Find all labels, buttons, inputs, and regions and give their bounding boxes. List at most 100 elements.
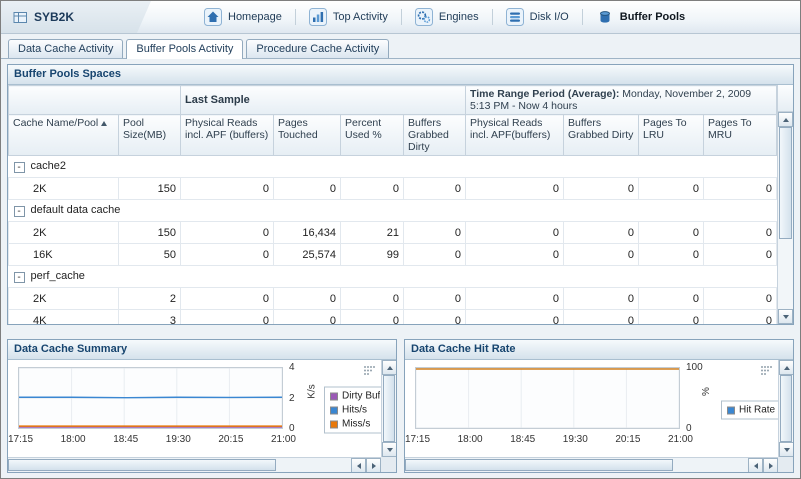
chart-horizontal-scrollbar[interactable] [8, 457, 381, 472]
x-axis-labels: 17:15 18:00 18:45 19:30 20:15 21:00 [8, 434, 296, 445]
column-header-percent-used[interactable]: Percent Used % [340, 114, 404, 156]
value-cell: 0 [702, 243, 778, 266]
collapse-icon[interactable]: - [13, 272, 25, 283]
nav-engines[interactable]: Engines [402, 8, 492, 26]
legend-item[interactable]: Dirty Buf [330, 391, 380, 402]
value-cell: 0 [638, 177, 704, 200]
column-header-physical-reads-range[interactable]: Physical Reads incl. APF(buffers) [465, 114, 564, 156]
nav-top-activity[interactable]: Top Activity [296, 8, 401, 26]
nav-separator [294, 9, 296, 25]
pool-row[interactable]: 4K 3 0 0 0 0 0 0 0 0 [8, 309, 778, 324]
value-cell: 2 [118, 287, 181, 310]
pool-row[interactable]: 2K 2 0 0 0 0 0 0 0 0 [8, 287, 778, 310]
chart-options-icon[interactable] [760, 365, 772, 379]
column-header-pages-to-mru[interactable]: Pages To MRU [702, 114, 778, 156]
legend-item[interactable]: Hits/s [330, 405, 380, 416]
bar-chart-icon [308, 8, 327, 26]
tab-data-cache-activity[interactable]: Data Cache Activity [8, 39, 124, 58]
scroll-up-button[interactable] [778, 112, 793, 127]
column-header-pages-to-lru[interactable]: Pages To LRU [638, 114, 704, 156]
collapse-icon[interactable]: - [13, 162, 25, 173]
column-header-pool-size[interactable]: Pool Size(MB) [118, 114, 181, 156]
scrollbar-thumb[interactable] [383, 375, 395, 442]
scroll-down-button[interactable] [778, 309, 793, 324]
cache-group-cell: - perf_cache [8, 265, 777, 288]
scrollbar-track[interactable] [779, 375, 793, 442]
tab-procedure-cache-activity[interactable]: Procedure Cache Activity [246, 39, 390, 58]
chart-horizontal-scrollbar[interactable] [405, 457, 778, 472]
column-header-cache-name-pool[interactable]: Cache Name/Pool [8, 114, 119, 156]
scrollbar-track[interactable] [778, 127, 793, 309]
scroll-right-button[interactable] [763, 458, 778, 472]
value-cell: 16,434 [273, 221, 341, 244]
scroll-down-button[interactable] [382, 442, 396, 457]
pool-row[interactable]: 2K 150 0 16,434 21 0 0 0 0 0 [8, 221, 778, 244]
left-arrow-icon [356, 462, 361, 469]
scroll-up-button[interactable] [382, 360, 396, 375]
value-cell: 0 [273, 309, 341, 324]
scroll-right-button[interactable] [366, 458, 381, 472]
server-badge: SYB2K [1, 10, 191, 25]
pool-row[interactable]: 2K 150 0 0 0 0 0 0 0 0 [8, 177, 778, 200]
value-cell: 0 [638, 287, 704, 310]
cache-name: cache2 [30, 160, 66, 172]
scroll-up-button[interactable] [779, 360, 793, 375]
scroll-left-button[interactable] [748, 458, 763, 472]
legend-label: Hit Rate [739, 404, 776, 416]
top-header: SYB2K Homepage Top Activity [1, 1, 800, 34]
y-tick-label: 0 [686, 423, 692, 434]
cache-group-row[interactable]: - cache2 [8, 155, 777, 178]
value-cell: 0 [465, 243, 564, 266]
scrollbar-track[interactable] [382, 375, 396, 442]
column-header-buffers-grabbed-dirty-range[interactable]: Buffers Grabbed Dirty [563, 114, 639, 156]
column-header-physical-reads-sample[interactable]: Physical Reads incl. APF (buffers) [180, 114, 274, 156]
value-cell: 0 [403, 287, 466, 310]
cache-group-row[interactable]: - default data cache [8, 199, 777, 222]
nav-label: Homepage [228, 11, 282, 23]
nav-label: Buffer Pools [619, 11, 686, 23]
legend-item[interactable]: Hit Rate [727, 405, 775, 416]
scrollbar-thumb[interactable] [780, 375, 792, 442]
y-tick-label: 2 [289, 392, 295, 404]
cache-group-row[interactable]: - perf_cache [8, 265, 777, 288]
nav-buffer-pools[interactable]: Buffer Pools [583, 8, 698, 26]
scrollbar-track[interactable] [405, 458, 748, 472]
chart-options-icon[interactable] [363, 365, 375, 379]
collapse-icon[interactable]: - [13, 206, 25, 217]
legend-label: Miss/s [342, 418, 371, 430]
chart-vertical-scrollbar[interactable] [381, 360, 396, 457]
value-cell: 0 [403, 309, 466, 324]
value-cell: 0 [180, 287, 274, 310]
scrollbar-track[interactable] [8, 458, 351, 472]
table-region: Last Sample Time Range Period (Average):… [8, 85, 793, 324]
time-range-value: Monday, November 2, 2009 5:13 PM - Now 4… [470, 88, 752, 112]
nav-homepage[interactable]: Homepage [191, 8, 295, 26]
x-tick-label: 20:15 [218, 434, 244, 445]
value-cell: 0 [702, 287, 778, 310]
value-cell: 99 [340, 243, 404, 266]
scrollbar-corner [381, 457, 396, 472]
pool-row[interactable]: 16K 50 0 25,574 99 0 0 0 0 0 [8, 243, 778, 266]
scrollbar-thumb[interactable] [405, 459, 673, 471]
legend-swatch [727, 406, 735, 415]
column-header-pages-touched[interactable]: Pages Touched [273, 114, 341, 156]
table-vertical-scrollbar[interactable] [777, 85, 793, 324]
nav-disk-io[interactable]: Disk I/O [493, 8, 582, 26]
last-sample-header: Last Sample [180, 85, 466, 115]
nav-label: Engines [438, 11, 479, 23]
panel-title: Buffer Pools Spaces [8, 65, 793, 85]
legend-item[interactable]: Miss/s [330, 419, 380, 430]
server-name: SYB2K [34, 10, 75, 24]
column-header-buffers-grabbed-dirty-sample[interactable]: Buffers Grabbed Dirty [403, 114, 466, 156]
down-arrow-icon [783, 447, 790, 452]
scrollbar-thumb[interactable] [8, 459, 276, 471]
legend: Dirty Buf Hits/s Miss/s [324, 386, 386, 434]
scroll-down-button[interactable] [779, 442, 793, 457]
value-cell: 0 [273, 177, 341, 200]
tab-buffer-pools-activity[interactable]: Buffer Pools Activity [126, 39, 244, 59]
buffer-pools-table-body: - cache2 2K 150 0 0 0 0 0 0 0 0- default data cache 2… [8, 155, 778, 324]
chart-vertical-scrollbar[interactable] [778, 360, 793, 457]
value-cell: 25,574 [273, 243, 341, 266]
scroll-left-button[interactable] [351, 458, 366, 472]
scrollbar-thumb[interactable] [779, 127, 792, 239]
